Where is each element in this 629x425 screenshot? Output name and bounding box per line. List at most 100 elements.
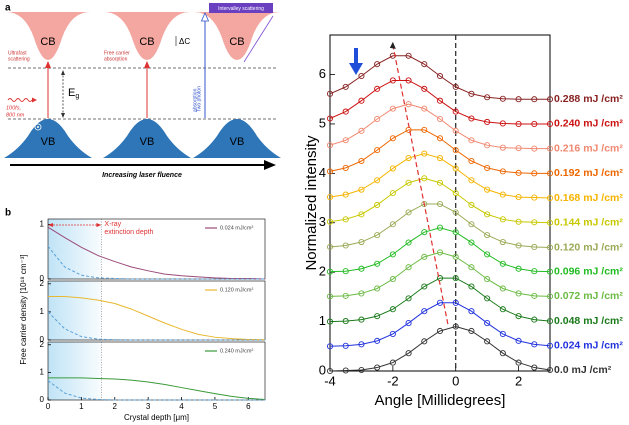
data-point (389, 135, 396, 142)
data-point (436, 72, 444, 80)
series-line (329, 177, 551, 224)
series-line (47, 245, 265, 280)
data-point (546, 366, 554, 374)
band-label: CB (139, 36, 154, 48)
data-point (374, 85, 381, 92)
data-point (436, 200, 444, 208)
arrow-head (61, 113, 65, 118)
y-tick-label: 2 (40, 340, 45, 349)
data-point (389, 276, 396, 283)
arrow-head (96, 223, 102, 227)
data-point (358, 97, 365, 104)
series-label: 0.216 mJ /cm² (554, 142, 623, 154)
gap-label: Eg (68, 87, 79, 100)
data-point (326, 115, 334, 122)
data-point (484, 232, 491, 239)
x-tick-label: 3 (146, 402, 151, 411)
extinction-shade (48, 342, 102, 400)
data-point (436, 299, 444, 306)
data-point (484, 164, 491, 171)
data-point (374, 61, 381, 68)
data-point (499, 260, 506, 267)
series-label: 0.096 mJ /cm² (554, 265, 623, 277)
data-point (389, 77, 396, 84)
data-point (326, 90, 334, 97)
data-point (342, 164, 349, 171)
y-tick-label: 0 (40, 395, 45, 404)
data-point (531, 145, 538, 152)
data-point (515, 169, 522, 176)
y-tick-label: 1 (40, 220, 45, 229)
data-point (421, 85, 428, 92)
y-tick-label: 3 (319, 214, 326, 229)
data-point (421, 105, 428, 112)
process-label: Two photon (196, 86, 202, 112)
data-point (546, 120, 554, 127)
series-label: 0.024 mJ /cm² (554, 340, 623, 352)
data-point (374, 337, 381, 344)
valence-band (4, 119, 92, 158)
data-point (389, 330, 396, 337)
data-point (515, 120, 522, 127)
data-point (499, 330, 506, 337)
series-label: 0.192 mJ /cm² (554, 167, 623, 179)
data-point (342, 292, 349, 299)
arrow-head (48, 223, 53, 227)
data-point (421, 126, 428, 133)
series-line (329, 302, 551, 347)
annotation: X-ray (104, 221, 121, 228)
data-point (326, 194, 334, 201)
data-point (499, 144, 506, 151)
data-point (531, 96, 538, 103)
series-line (329, 103, 550, 150)
data-point (531, 316, 538, 323)
pulse-label: 800 nm (6, 112, 25, 118)
series-label: 0.168 mJ /cm² (554, 192, 623, 204)
data-point (484, 142, 491, 149)
data-point (531, 268, 538, 275)
arrow-head (389, 41, 396, 49)
data-point (452, 83, 459, 90)
data-point (374, 115, 381, 123)
data-point (436, 275, 444, 282)
series-line (329, 129, 550, 174)
data-point (499, 95, 506, 102)
data-point (531, 120, 538, 127)
series-line (48, 295, 266, 341)
data-point (499, 120, 506, 127)
data-point (421, 338, 428, 345)
x-tick-label: 0 (452, 373, 459, 388)
series-label: 0.048 mJ /cm² (554, 315, 623, 327)
data-point (452, 253, 459, 260)
data-point (358, 366, 365, 374)
data-point (342, 216, 349, 223)
data-point (484, 320, 491, 327)
data-point (531, 170, 538, 177)
intervalley-box (209, 3, 273, 13)
data-point (531, 194, 538, 201)
data-point (468, 157, 475, 165)
data-point (358, 211, 365, 218)
data-point (326, 293, 334, 300)
series-line (329, 203, 551, 248)
data-point (421, 61, 428, 68)
data-point (546, 268, 554, 275)
laser-pulse (7, 98, 33, 102)
series-line (47, 311, 265, 341)
y-tick-label: 0 (40, 274, 45, 283)
data-point (358, 316, 365, 323)
data-point (546, 318, 554, 325)
process-label: absorption (104, 56, 128, 62)
y-tick-label: 0 (319, 362, 326, 377)
data-point (405, 101, 412, 108)
data-point (389, 190, 396, 197)
y-tick-label: 6 (319, 66, 326, 81)
data-point (389, 251, 396, 258)
series-label: 0.072 mJ /cm² (554, 290, 623, 302)
data-point (358, 290, 365, 297)
data-point (452, 190, 459, 197)
series-line (47, 380, 265, 401)
series-label: 0.0 mJ /cm² (554, 364, 612, 376)
x-tick-label: 6 (246, 402, 251, 411)
band-label: VB (230, 136, 245, 148)
